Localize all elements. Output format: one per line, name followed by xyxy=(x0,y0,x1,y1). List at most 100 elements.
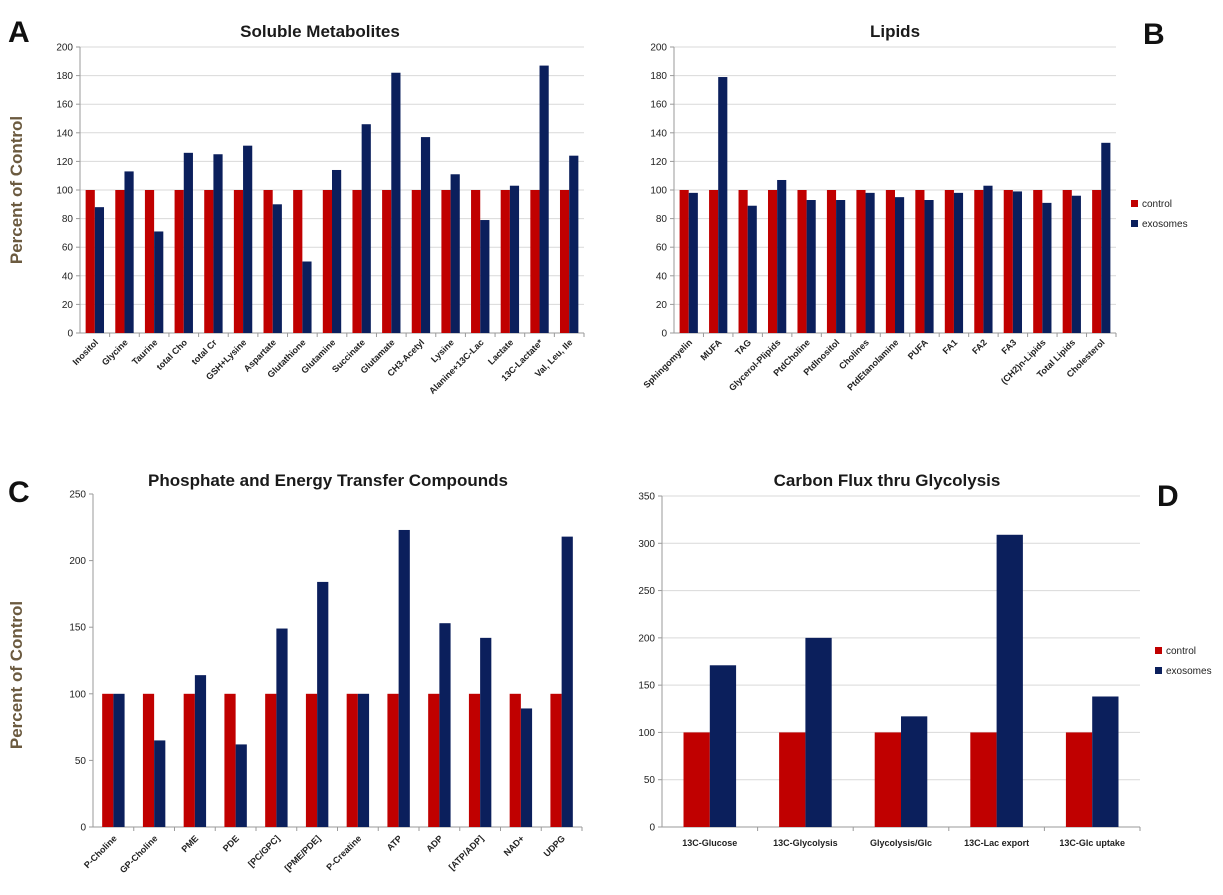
bar-exosomes-val-leu-ile xyxy=(569,155,579,333)
y-axis-label: Percent of Control xyxy=(7,601,26,749)
bar-exosomes-glutathione xyxy=(302,261,312,333)
bar-control-pc-gpc xyxy=(265,693,277,827)
x-tick-label: PME xyxy=(179,833,200,854)
bar-control-cholesterol xyxy=(1092,190,1102,333)
bar-exosomes-atp-adp xyxy=(480,637,492,827)
bar-exosomes-13c-lactate xyxy=(539,65,549,333)
x-tick-label: Lysine xyxy=(429,337,456,364)
y-tick-label: 120 xyxy=(56,157,73,168)
x-tick-label: ATP xyxy=(385,833,404,852)
bar-exosomes-13c-glucose xyxy=(709,665,737,827)
bar-control-glycerol-plipids xyxy=(767,190,778,333)
bar-control-13c-glucose xyxy=(683,732,710,827)
bar-control-val-leu-ile xyxy=(559,190,570,333)
x-tick-label: [ATP/ADP] xyxy=(447,833,486,872)
bar-control-total-cr xyxy=(204,190,214,333)
bar-exosomes-succinate xyxy=(361,124,371,333)
y-tick-label: 200 xyxy=(650,43,667,54)
y-tick-label: 200 xyxy=(56,43,73,54)
y-tick-label: 50 xyxy=(644,775,656,786)
bar-control-pme xyxy=(183,693,195,827)
bar-control-pufa xyxy=(915,190,925,333)
y-tick-label: 350 xyxy=(638,492,655,503)
x-tick-label: ADP xyxy=(424,833,445,854)
bar-control-pde xyxy=(224,693,236,827)
chart-soluble-metabolites: Soluble Metabolites Percent of Control 0 20… xyxy=(7,22,585,396)
bar-control-fa3 xyxy=(1003,190,1013,333)
bar-exosomes-glycolysis-glc xyxy=(901,716,928,827)
bar-exosomes-adp xyxy=(439,623,451,827)
legend-swatch-exosomes xyxy=(1131,220,1138,227)
bar-exosomes-nad xyxy=(520,708,533,827)
y-tick-label: 160 xyxy=(56,100,73,111)
bar-control-lactate xyxy=(500,190,510,333)
legend-swatch-exosomes xyxy=(1155,667,1162,674)
y-tick-label: 100 xyxy=(638,728,655,739)
x-tick-label: Taurine xyxy=(130,337,160,367)
bar-exosomes-ptdcholine xyxy=(806,200,816,333)
y-tick-label: 50 xyxy=(75,756,87,767)
y-tick-label: 40 xyxy=(62,271,74,282)
panel-label-a: A xyxy=(8,16,30,49)
bar-exosomes-pme-pde xyxy=(317,581,329,827)
x-tick-label: GP-Choline xyxy=(118,833,160,875)
y-tick-label: 120 xyxy=(650,157,667,168)
bar-control-tag xyxy=(738,190,748,333)
x-tick-label: P-Creatine xyxy=(324,833,363,872)
y-tick-label: 100 xyxy=(69,689,86,700)
bar-exosomes-inositol xyxy=(94,207,105,333)
panel-label-d: D xyxy=(1157,480,1179,513)
chart-lipids: Lipids 0 20 40 60 80 100 120 140 160 180 200 Sphingo… xyxy=(641,22,1187,393)
bar-exosomes-p-choline xyxy=(113,693,125,827)
y-tick-label: 0 xyxy=(80,823,86,834)
bar-control-udpg xyxy=(550,693,562,827)
bar-control-total-lipids xyxy=(1062,190,1072,333)
bar-control-13c-lactate xyxy=(530,190,540,333)
bar-exosomes-p-creatine xyxy=(357,693,370,827)
y-tick-label: 250 xyxy=(638,586,655,597)
bar-control-13c-lac-export xyxy=(970,732,997,827)
x-tick-label: 13C-Glc uptake xyxy=(1059,838,1125,848)
y-tick-label: 0 xyxy=(661,329,667,340)
y-tick-label: 0 xyxy=(649,823,655,834)
x-tick-label: Lactate xyxy=(486,337,515,366)
x-tick-label: 13C-Lac export xyxy=(964,838,1029,848)
bar-exosomes-total-cho xyxy=(183,152,193,333)
x-tick-label: FA3 xyxy=(1000,337,1019,356)
bar-control-inositol xyxy=(85,190,95,333)
bar-exosomes-ptdetanolamine xyxy=(895,197,905,333)
bar-exosomes-fa2 xyxy=(983,185,993,333)
bar-control-succinate xyxy=(352,190,362,333)
chart-title: Carbon Flux thru Glycolysis xyxy=(774,471,1001,490)
bar-exosomes-gp-choline xyxy=(154,740,166,827)
bar-exosomes-lysine xyxy=(450,174,460,333)
legend-label-exosomes: exosomes xyxy=(1166,666,1212,677)
legend-swatch-control xyxy=(1131,200,1138,207)
bar-control-sphingomyelin xyxy=(679,190,689,333)
y-tick-label: 0 xyxy=(67,329,73,340)
x-tick-label: Alanine+13C-Lac xyxy=(427,337,486,396)
bar-control-pme-pde xyxy=(305,693,318,827)
bar-exosomes-tag xyxy=(747,205,757,333)
y-tick-label: 40 xyxy=(656,271,668,282)
legend-label-exosomes: exosomes xyxy=(1142,219,1188,230)
bar-control-lysine xyxy=(441,190,451,333)
y-tick-label: 140 xyxy=(650,128,667,139)
x-tick-label: P-Choline xyxy=(82,833,119,870)
bar-exosomes-aspartate xyxy=(272,204,282,333)
bar-exosomes-13c-glycolysis xyxy=(805,637,832,827)
bar-control-13c-glc-uptake xyxy=(1065,732,1093,827)
y-tick-label: 80 xyxy=(656,214,668,225)
y-tick-label: 180 xyxy=(650,71,667,82)
bar-exosomes-ptdinositol xyxy=(836,200,846,333)
bar-control-13c-glycolysis xyxy=(779,732,806,827)
bar-exosomes-glutamate xyxy=(391,72,401,334)
bar-exosomes-cholines xyxy=(865,192,875,333)
bar-exosomes-13c-lac-export xyxy=(996,534,1023,827)
x-tick-label: MUFA xyxy=(699,337,724,362)
x-tick-label: [PC/GPC] xyxy=(246,833,282,869)
x-tick-label: NAD+ xyxy=(502,833,527,858)
bar-exosomes-sphingomyelin xyxy=(688,192,698,333)
legend-label-control: control xyxy=(1142,199,1172,210)
